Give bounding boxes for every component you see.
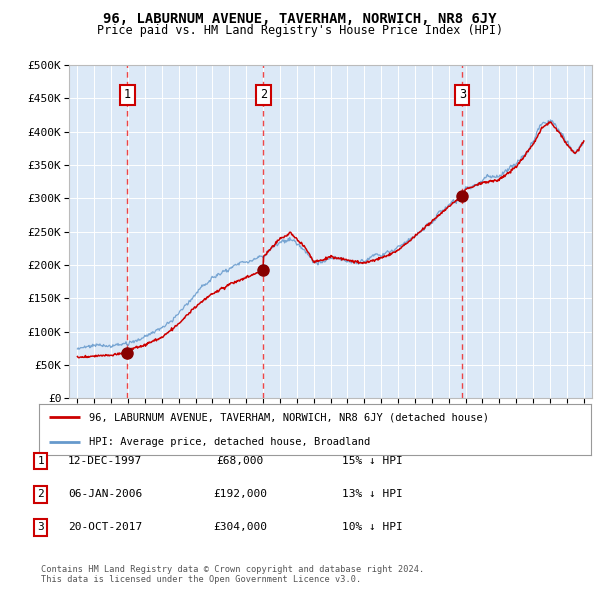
Text: 12-DEC-1997: 12-DEC-1997 [68, 457, 142, 466]
Text: 2: 2 [37, 490, 44, 499]
Text: 15% ↓ HPI: 15% ↓ HPI [341, 457, 403, 466]
Text: 3: 3 [37, 523, 44, 532]
Text: £68,000: £68,000 [217, 457, 263, 466]
Text: 96, LABURNUM AVENUE, TAVERHAM, NORWICH, NR8 6JY: 96, LABURNUM AVENUE, TAVERHAM, NORWICH, … [103, 12, 497, 26]
Text: Price paid vs. HM Land Registry's House Price Index (HPI): Price paid vs. HM Land Registry's House … [97, 24, 503, 37]
Text: Contains HM Land Registry data © Crown copyright and database right 2024.
This d: Contains HM Land Registry data © Crown c… [41, 565, 424, 584]
Text: HPI: Average price, detached house, Broadland: HPI: Average price, detached house, Broa… [89, 437, 370, 447]
Text: 3: 3 [458, 88, 466, 101]
Text: 96, LABURNUM AVENUE, TAVERHAM, NORWICH, NR8 6JY (detached house): 96, LABURNUM AVENUE, TAVERHAM, NORWICH, … [89, 412, 488, 422]
Text: 2: 2 [260, 88, 267, 101]
Text: 20-OCT-2017: 20-OCT-2017 [68, 523, 142, 532]
Text: 10% ↓ HPI: 10% ↓ HPI [341, 523, 403, 532]
Text: 06-JAN-2006: 06-JAN-2006 [68, 490, 142, 499]
Text: £304,000: £304,000 [213, 523, 267, 532]
Text: £192,000: £192,000 [213, 490, 267, 499]
Text: 1: 1 [124, 88, 131, 101]
Text: 13% ↓ HPI: 13% ↓ HPI [341, 490, 403, 499]
Text: 1: 1 [37, 457, 44, 466]
